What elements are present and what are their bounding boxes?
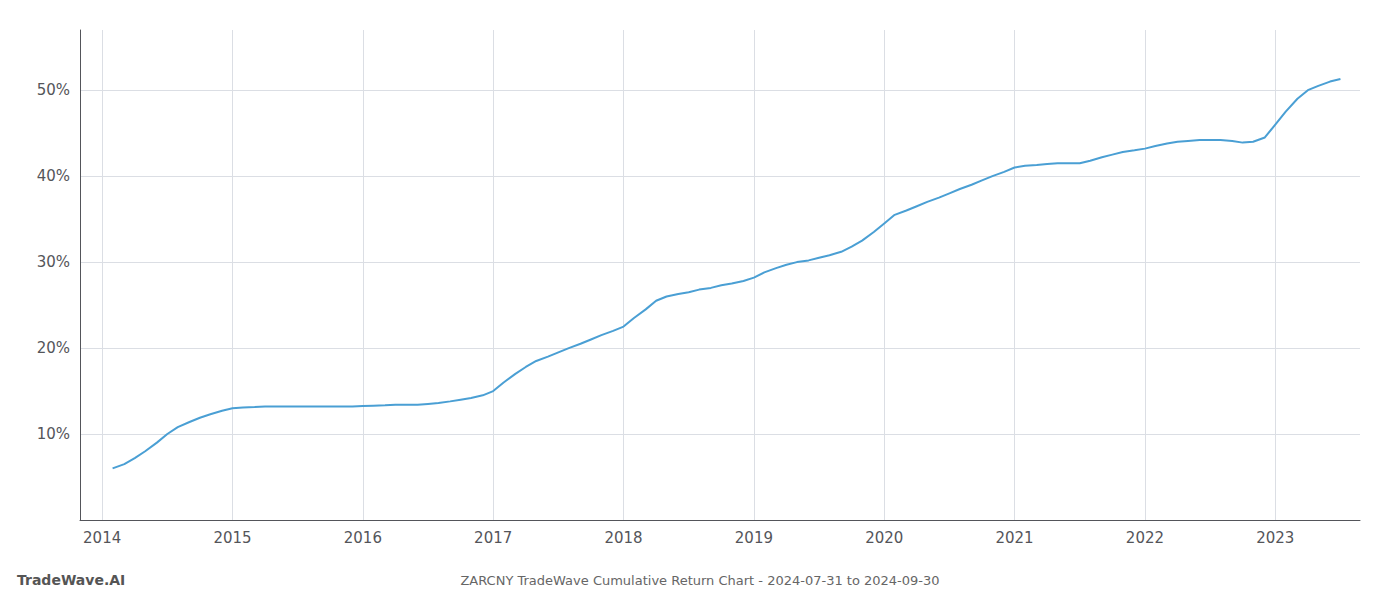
svg-text:TradeWave.AI: TradeWave.AI: [17, 572, 125, 588]
svg-text:2019: 2019: [735, 529, 773, 547]
svg-text:40%: 40%: [37, 167, 70, 185]
svg-text:20%: 20%: [37, 339, 70, 357]
svg-text:2014: 2014: [83, 529, 121, 547]
svg-text:2023: 2023: [1256, 529, 1294, 547]
svg-text:2018: 2018: [604, 529, 642, 547]
svg-text:2020: 2020: [865, 529, 903, 547]
svg-text:ZARCNY TradeWave Cumulative Re: ZARCNY TradeWave Cumulative Return Chart…: [460, 573, 939, 588]
svg-text:2021: 2021: [995, 529, 1033, 547]
svg-text:2022: 2022: [1126, 529, 1164, 547]
svg-text:2017: 2017: [474, 529, 512, 547]
svg-text:2015: 2015: [213, 529, 251, 547]
svg-text:30%: 30%: [37, 253, 70, 271]
svg-text:2016: 2016: [344, 529, 382, 547]
svg-text:50%: 50%: [37, 81, 70, 99]
svg-text:10%: 10%: [37, 425, 70, 443]
